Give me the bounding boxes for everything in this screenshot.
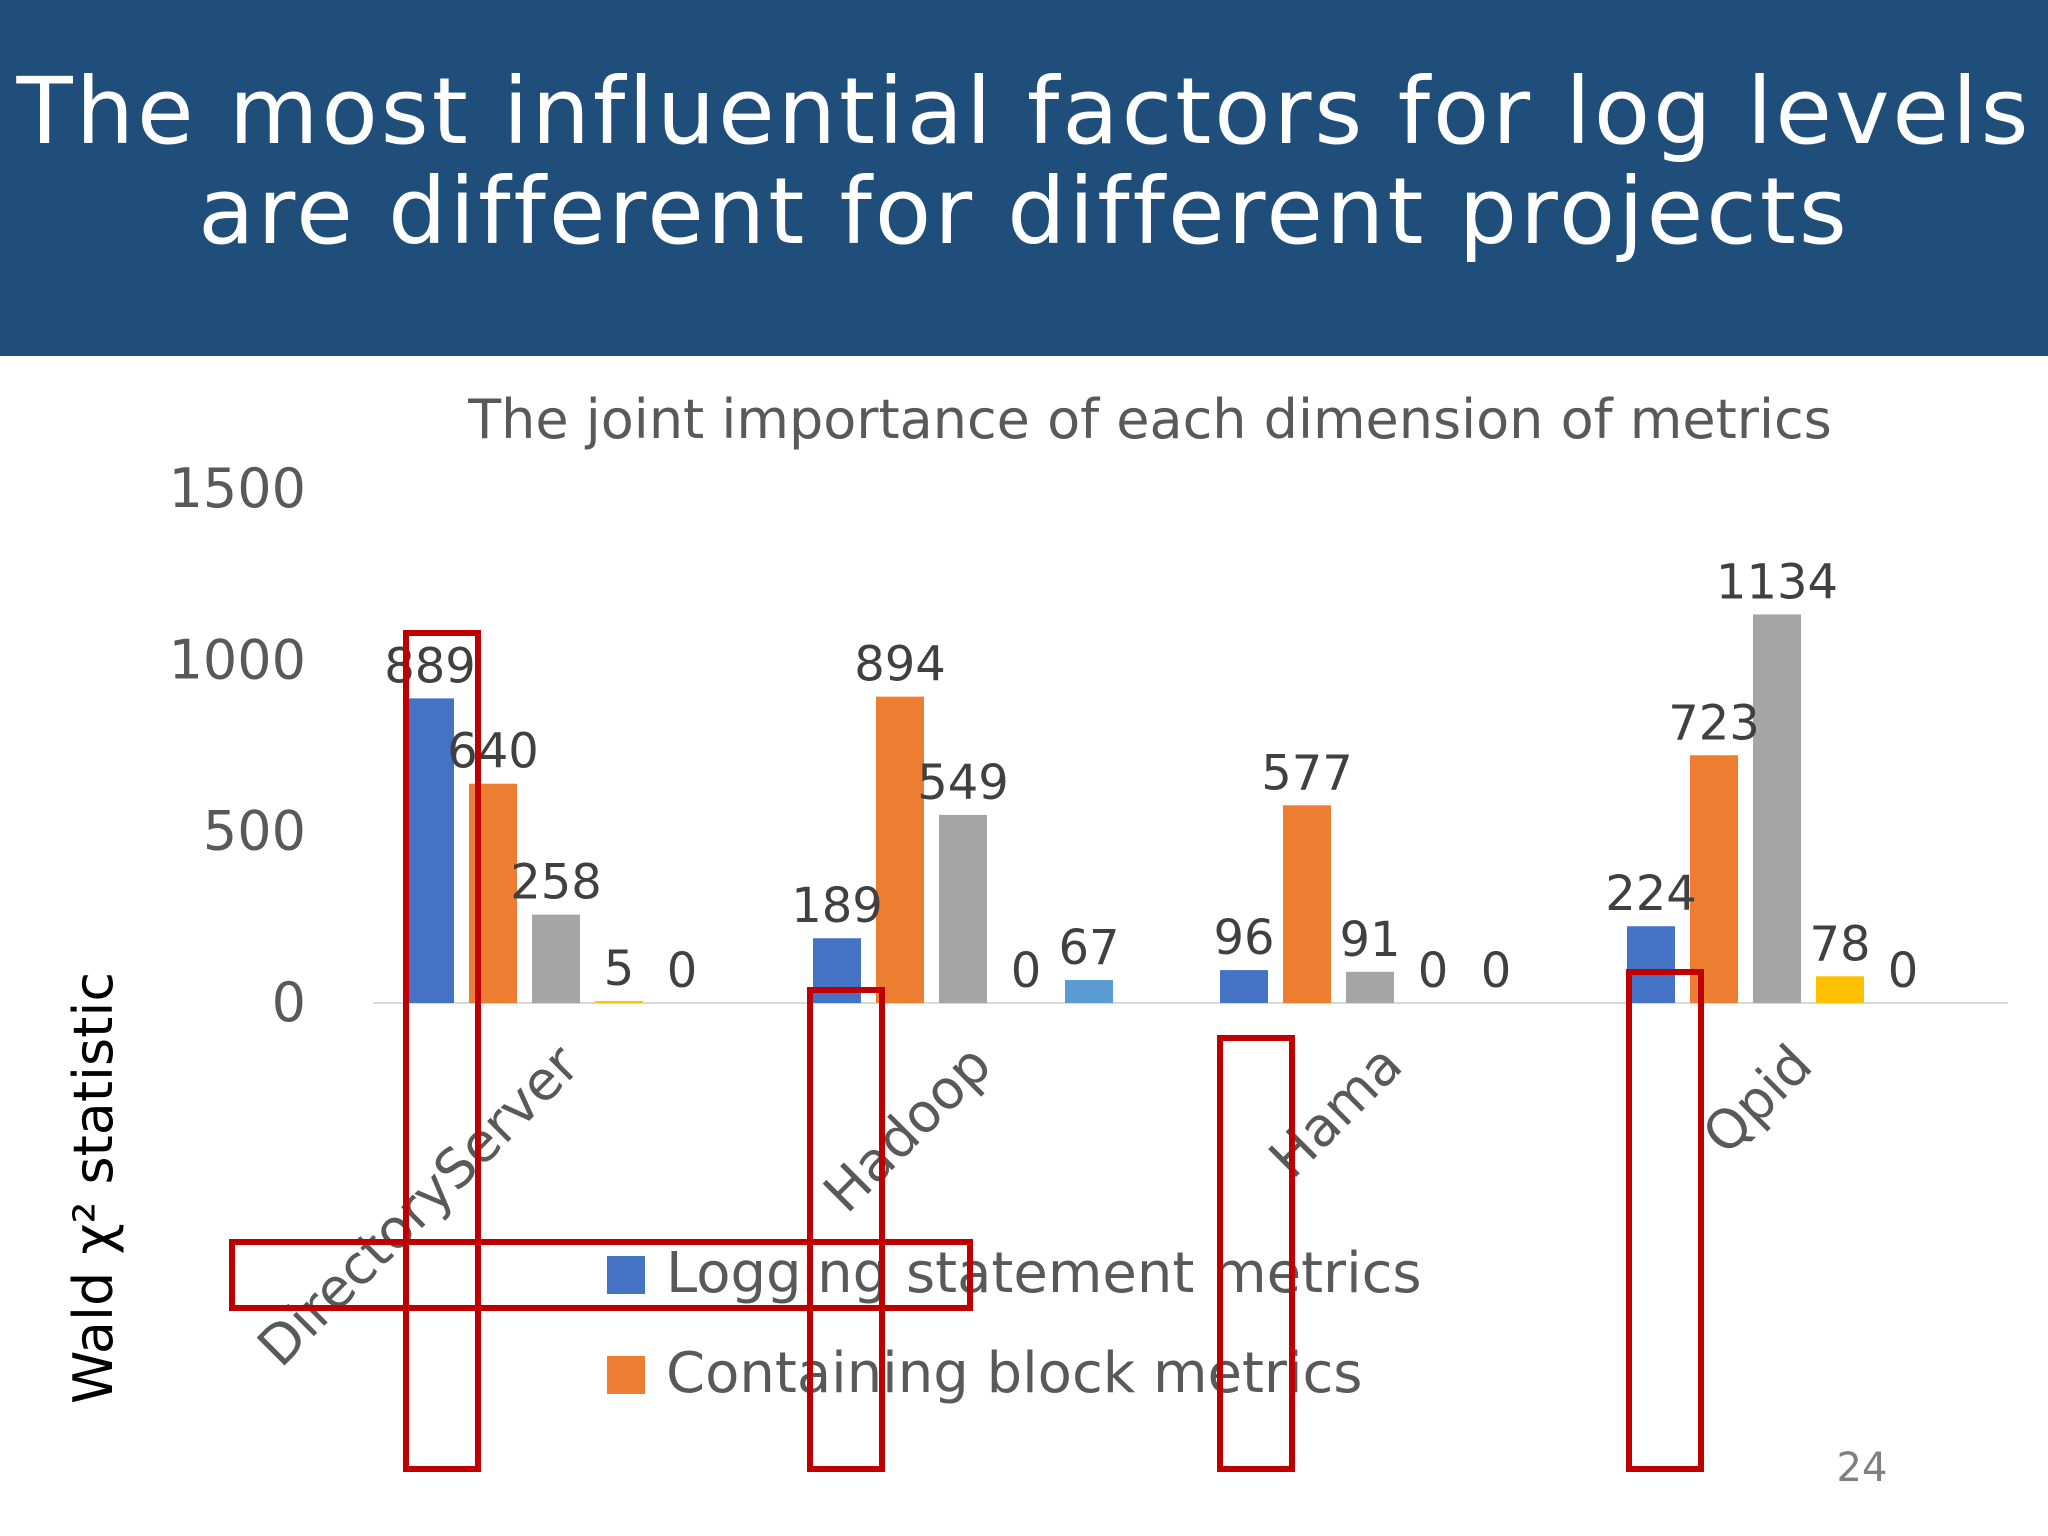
y-tick-label: 1500	[169, 457, 306, 520]
data-label: 1134	[1716, 554, 1838, 610]
legend-swatch-1	[607, 1356, 645, 1394]
bar-qpid-1	[1690, 755, 1738, 1003]
annotation-box-directoryserver	[403, 630, 481, 1472]
chart: The joint importance of each dimension o…	[62, 388, 2008, 1491]
data-label: 0	[1888, 943, 1919, 999]
bar-hadoop-4	[1065, 980, 1113, 1003]
data-label: 78	[1809, 916, 1870, 972]
slide-title-line-1: The most influential factors for log lev…	[16, 58, 2032, 165]
annotation-box-hama	[1217, 1035, 1295, 1472]
legend-label-1: Containing block metrics	[666, 1341, 1362, 1406]
data-label: 889	[384, 638, 476, 694]
bar-hadoop-1	[876, 696, 924, 1003]
data-label: 91	[1339, 912, 1400, 968]
x-tick-hama: Hama	[1257, 1033, 1414, 1190]
slide-title-line-2: are different for different projects	[198, 158, 1850, 265]
y-axis-ticks: 0 500 1000 1500	[169, 457, 306, 1034]
bar-directoryserver-2	[532, 914, 580, 1003]
bar-qpid-3	[1816, 976, 1864, 1003]
x-tick-hadoop: Hadoop	[811, 1033, 1003, 1225]
data-label: 189	[791, 878, 883, 934]
legend: Logging statement metrics Containing bloc…	[607, 1241, 1422, 1406]
slide-header: The most influential factors for log lev…	[0, 0, 2048, 356]
bar-directoryserver-0	[406, 698, 454, 1003]
bar-hadoop-0	[813, 938, 861, 1003]
data-label: 5	[604, 941, 635, 997]
bar-hama-2	[1346, 971, 1394, 1003]
data-label: 549	[917, 755, 1009, 811]
bar-hadoop-2	[939, 814, 987, 1003]
chart-title: The joint importance of each dimension o…	[467, 388, 1832, 451]
y-tick-label: 500	[203, 800, 306, 863]
bar-hama-0	[1220, 970, 1268, 1003]
data-label: 723	[1668, 695, 1760, 751]
data-label: 0	[1418, 943, 1449, 999]
annotation-box-qpid	[1626, 969, 1704, 1472]
data-label: 67	[1058, 920, 1119, 976]
x-tick-directoryserver: DirectoryServer	[245, 1032, 591, 1378]
legend-swatch-0	[607, 1256, 645, 1294]
bar-qpid-2	[1753, 614, 1801, 1003]
x-tick-qpid: Qpid	[1691, 1033, 1825, 1167]
page-number: 24	[1837, 1445, 1888, 1491]
data-label: 640	[447, 724, 539, 780]
annotation-box-legend	[229, 1239, 973, 1311]
data-label: 0	[667, 943, 698, 999]
y-axis-label: Wald χ² statistic	[62, 972, 125, 1404]
data-label: 577	[1261, 745, 1353, 801]
data-label: 0	[1481, 943, 1512, 999]
slide-title: The most influential factors for log lev…	[0, 62, 2048, 262]
bar-qpid-0	[1627, 926, 1675, 1003]
y-tick-label: 0	[272, 971, 306, 1034]
y-tick-label: 1000	[169, 628, 306, 691]
data-label: 224	[1605, 866, 1697, 922]
data-label: 894	[854, 637, 946, 693]
data-label: 0	[1011, 943, 1042, 999]
bar-hama-1	[1283, 805, 1331, 1003]
legend-label-0: Logging statement metrics	[666, 1241, 1422, 1306]
x-axis-ticks: DirectoryServer Hadoop Hama Qpid	[245, 1032, 1824, 1378]
data-label: 96	[1213, 910, 1274, 966]
bar-directoryserver-3	[595, 1001, 643, 1003]
data-label: 258	[510, 855, 602, 911]
annotation-box-hadoop	[807, 987, 885, 1472]
